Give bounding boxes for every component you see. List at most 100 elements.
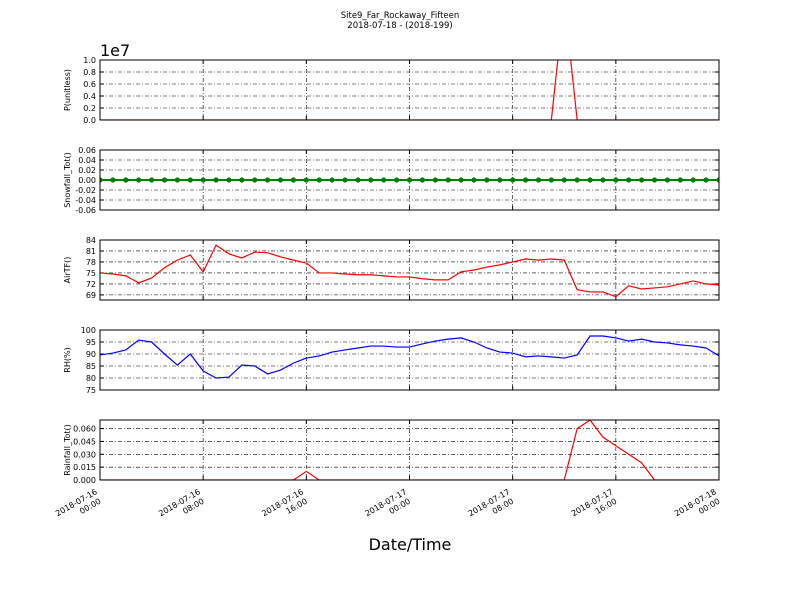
- y-tick-label: 0.04: [78, 156, 96, 165]
- data-point: [406, 177, 413, 183]
- y-axis-label: Rainfall_Tot(): [63, 424, 72, 476]
- y-tick-label: 72: [86, 280, 96, 289]
- data-point: [161, 177, 168, 183]
- data-line: [100, 335, 719, 379]
- y-tick-label: 0.4: [83, 92, 96, 101]
- data-point: [110, 177, 116, 183]
- data-point: [123, 177, 129, 183]
- y-tick-label: 0.02: [78, 166, 96, 175]
- data-point: [716, 177, 719, 183]
- y-axis-label: P(unitless): [63, 69, 72, 111]
- data-point: [587, 177, 593, 183]
- data-point: [329, 177, 335, 183]
- data-point: [651, 177, 658, 183]
- y-tick-label: 84: [86, 236, 96, 245]
- y-tick-label: 0.8: [83, 68, 96, 77]
- y-tick-label: 85: [86, 362, 96, 371]
- data-point: [639, 177, 645, 183]
- y-tick-label: 75: [86, 386, 96, 395]
- y-tick-label: -0.06: [75, 206, 96, 215]
- y-tick-label: 0.6: [83, 80, 96, 89]
- data-line: [100, 420, 719, 480]
- axes-frame: [99, 239, 720, 301]
- axes-frame: [99, 329, 720, 391]
- data-point: [187, 177, 193, 183]
- y-tick-label: 0.045: [73, 437, 96, 446]
- data-point: [677, 177, 683, 183]
- y-axis-label: RH(%): [63, 347, 72, 372]
- data-point: [136, 177, 142, 183]
- y-tick-label: 0.00: [78, 176, 96, 185]
- data-point: [690, 177, 696, 183]
- data-point: [239, 177, 245, 183]
- y-tick-label: 90: [86, 350, 96, 359]
- x-axis-label: Date/Time: [369, 535, 452, 554]
- data-point: [561, 177, 567, 183]
- offset-text: 1e7: [100, 41, 130, 60]
- y-tick-label: 81: [86, 247, 96, 256]
- data-point: [510, 177, 516, 183]
- y-tick-label: 0.06: [78, 146, 96, 155]
- y-tick-label: -0.02: [75, 186, 96, 195]
- chart-subtitle: 2018-07-18 - (2018-199): [347, 21, 452, 31]
- data-point: [290, 177, 297, 183]
- data-point: [445, 177, 451, 183]
- data-point: [381, 177, 387, 183]
- data-point: [419, 177, 425, 183]
- y-tick-label: 0.2: [83, 104, 96, 113]
- plot-area: [100, 244, 719, 298]
- y-tick-label: 0.000: [73, 476, 96, 485]
- data-point: [213, 177, 219, 183]
- y-tick-label: 0.060: [73, 425, 96, 434]
- data-point: [226, 177, 232, 183]
- chart-title: Site9_Far_Rockaway_Fifteen: [341, 11, 460, 21]
- y-tick-label: 0.015: [73, 463, 96, 472]
- y-tick-label: 80: [86, 374, 96, 383]
- y-tick-label: 69: [86, 291, 96, 300]
- y-axis-label: AirTF(): [63, 257, 72, 284]
- data-point: [484, 177, 490, 183]
- data-point: [394, 177, 400, 183]
- data-point: [100, 177, 103, 183]
- axes-frame: [99, 419, 720, 481]
- y-tick-label: 100: [81, 326, 96, 335]
- data-point: [522, 177, 529, 183]
- y-tick-label: 1.0: [83, 56, 96, 65]
- axes-frame: [99, 59, 720, 121]
- data-point: [703, 177, 709, 183]
- y-tick-label: 0.0: [83, 116, 96, 125]
- plot-area: [100, 177, 719, 183]
- data-point: [432, 177, 438, 183]
- data-point: [497, 177, 503, 183]
- y-axis-label: Snowfall_Tot(): [63, 152, 72, 208]
- data-point: [277, 177, 284, 183]
- data-point: [200, 177, 206, 183]
- data-point: [574, 177, 580, 183]
- plot-area: [100, 335, 719, 379]
- data-point: [303, 177, 309, 183]
- data-point: [626, 177, 632, 183]
- data-point: [613, 177, 619, 183]
- axes-frame: [99, 149, 720, 211]
- data-point: [458, 177, 464, 183]
- data-point: [265, 177, 271, 183]
- data-point: [252, 177, 258, 183]
- data-point: [355, 177, 361, 183]
- data-point: [600, 177, 606, 183]
- y-tick-label: 95: [86, 338, 96, 347]
- data-point: [664, 177, 671, 183]
- data-point: [148, 177, 155, 183]
- data-point: [471, 177, 477, 183]
- data-point: [342, 177, 348, 183]
- data-point: [368, 177, 374, 183]
- y-tick-label: 75: [86, 269, 96, 278]
- data-point: [174, 177, 180, 183]
- y-tick-label: 0.030: [73, 450, 96, 459]
- y-tick-label: 78: [86, 258, 96, 267]
- y-tick-label: -0.04: [75, 196, 96, 205]
- data-line: [100, 244, 719, 298]
- data-point: [316, 177, 322, 183]
- data-point: [548, 177, 554, 183]
- plot-area: [100, 420, 719, 480]
